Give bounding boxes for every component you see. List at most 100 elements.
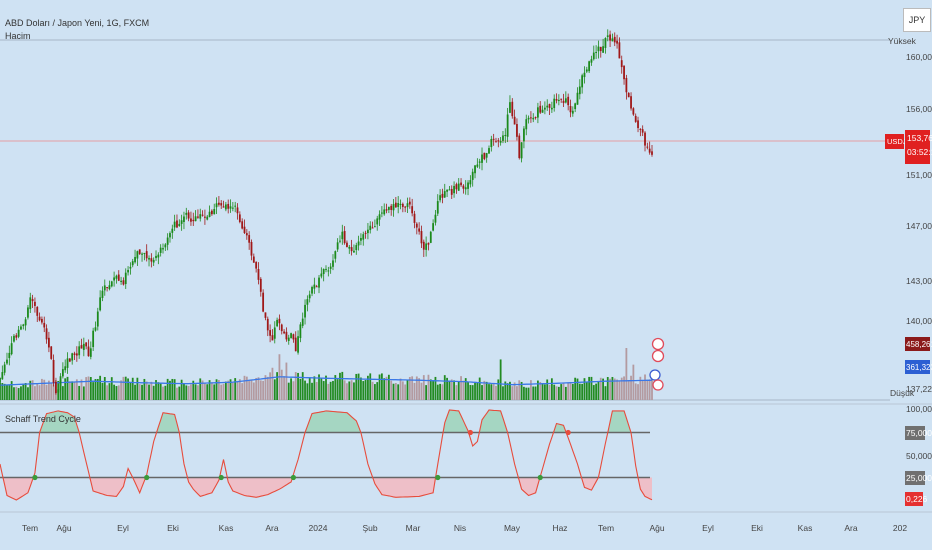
volume-bar — [115, 386, 118, 400]
candle-body — [355, 245, 358, 251]
candle-body — [117, 274, 120, 281]
volume-bar — [360, 377, 362, 400]
volume-bar — [241, 383, 244, 400]
candle-body — [527, 117, 530, 120]
volume-bar — [136, 377, 139, 400]
candle-body — [206, 216, 209, 220]
candle-body — [353, 250, 355, 253]
volume-bar — [285, 362, 288, 400]
price-tick-label: 160,000 — [906, 52, 932, 62]
time-tick-label: Şub — [362, 523, 377, 533]
candle-body — [213, 208, 216, 215]
volume-bar — [27, 387, 29, 400]
stc-75-tag-bg — [905, 426, 925, 440]
candle-body — [578, 86, 581, 95]
candle-body — [48, 337, 50, 348]
candle-body — [155, 255, 157, 259]
volume-bar — [520, 381, 523, 400]
volume-bar — [336, 379, 339, 400]
volume-bar — [527, 387, 530, 400]
candle-body — [66, 358, 69, 368]
volume-bar — [169, 380, 171, 400]
volume-bar — [229, 379, 232, 400]
volume-bar — [383, 378, 386, 400]
candle-body — [234, 205, 237, 207]
candle-body — [313, 284, 316, 289]
candle-body — [124, 272, 127, 285]
candle-body — [341, 231, 344, 240]
candle-body — [425, 243, 428, 250]
volume-bar — [113, 384, 115, 400]
candle-body — [190, 218, 192, 222]
candle-body — [92, 330, 95, 347]
candle-body — [243, 226, 246, 233]
candle-body — [420, 231, 423, 244]
volume-bar — [616, 379, 618, 400]
volume-bar — [287, 382, 290, 400]
candle-body — [236, 207, 239, 214]
volume-bar — [511, 386, 514, 400]
candle-body — [115, 275, 118, 279]
candle-body — [171, 228, 174, 233]
stc-buy-marker — [290, 474, 296, 481]
candle-body — [145, 251, 148, 259]
volume-bar — [64, 378, 67, 400]
candle-body — [516, 124, 518, 137]
volume-bar — [357, 373, 360, 400]
candle-body — [474, 165, 476, 174]
candle-body — [38, 316, 41, 321]
candle-body — [1, 372, 4, 380]
candle-body — [439, 195, 441, 201]
volume-bar — [297, 372, 299, 400]
volume-bar — [353, 382, 355, 400]
candle-body — [471, 171, 474, 180]
volume-bar — [110, 377, 113, 400]
volume-bar — [61, 386, 64, 400]
candle-body — [564, 98, 567, 103]
volume-bar — [211, 382, 213, 400]
stc-tick-label: 75,000 — [906, 428, 932, 438]
candle-body — [511, 101, 514, 117]
volume-ma-line — [0, 376, 653, 386]
candle-body — [169, 233, 171, 238]
volume-bar — [227, 380, 230, 400]
candle-body — [245, 233, 248, 236]
volume-bar — [217, 380, 220, 400]
volume-bar — [176, 387, 178, 400]
volume-bar — [82, 386, 85, 400]
stc-overbought-fill — [0, 410, 652, 433]
volume-bar — [80, 379, 83, 400]
volume-bar — [585, 382, 588, 400]
candle-body — [224, 204, 227, 210]
time-tick-label: May — [504, 523, 521, 533]
volume-bar — [306, 383, 309, 400]
candle-body — [364, 232, 367, 234]
volume-bar — [101, 382, 104, 400]
candle-body — [362, 234, 365, 240]
candle-body — [557, 99, 560, 102]
candle-body — [150, 258, 153, 262]
time-tick-label: Tem — [22, 523, 38, 533]
candle-body — [537, 107, 539, 118]
volume-bar — [87, 376, 90, 400]
candle-body — [504, 134, 507, 137]
chart-title: ABD Doları / Japon Yeni, 1G, FXCM — [5, 18, 150, 28]
volume-bar — [171, 378, 174, 400]
candle-body — [108, 285, 111, 290]
volume-bar — [504, 381, 507, 400]
candle-body — [50, 346, 53, 359]
volume-bar — [425, 385, 428, 400]
volume-bar — [543, 384, 546, 400]
volume-bar — [392, 383, 395, 400]
volume-bar — [374, 384, 376, 400]
volume-bar — [78, 385, 81, 400]
volume-bar — [427, 374, 430, 400]
volume-bar — [17, 388, 20, 400]
volume-bar — [0, 382, 1, 400]
currency-button[interactable]: JPY — [903, 8, 931, 32]
volume-bar — [406, 379, 409, 400]
volume-bar — [581, 383, 584, 400]
volume-bar — [492, 383, 495, 400]
candle-body — [380, 212, 383, 214]
